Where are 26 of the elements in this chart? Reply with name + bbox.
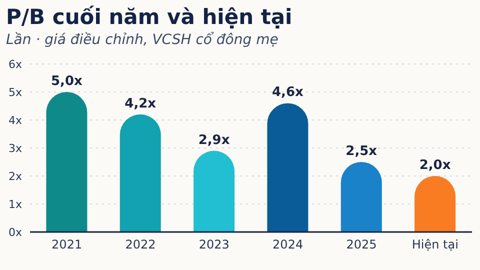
- data-label: 4,2x: [124, 96, 157, 112]
- y-tick-label: 1x: [8, 198, 22, 211]
- data-label: 2,0x: [419, 158, 452, 173]
- y-tick-label: 5x: [8, 86, 22, 99]
- data-label: 2,9x: [198, 132, 230, 148]
- data-label: 4,6x: [272, 85, 304, 100]
- y-tick-label: 3x: [8, 142, 22, 155]
- data-label: 2,5x: [346, 144, 378, 159]
- y-tick-label: 6x: [8, 58, 22, 71]
- bar: [194, 150, 235, 232]
- data-label: 5,0x: [50, 74, 84, 89]
- bar: [267, 103, 308, 232]
- x-tick-label: Hiện tại: [412, 238, 458, 252]
- x-tick-label: 2024: [272, 238, 304, 252]
- chart-title: P/B cuối năm và hiện tại: [6, 4, 294, 30]
- bar: [46, 92, 88, 232]
- bar: [340, 162, 382, 232]
- bar: [120, 114, 161, 232]
- x-tick-label: 2022: [125, 238, 156, 252]
- y-tick-label: 2x: [8, 170, 22, 183]
- x-tick-label: 2023: [198, 238, 230, 252]
- y-tick-label: 0x: [8, 226, 22, 239]
- x-tick-label: 2021: [52, 238, 82, 252]
- chart-subtitle: Lần · giá điều chỉnh, VCSH cổ đông mẹ: [6, 30, 280, 50]
- x-tick-label: 2025: [346, 238, 377, 252]
- y-tick-label: 4x: [8, 114, 22, 127]
